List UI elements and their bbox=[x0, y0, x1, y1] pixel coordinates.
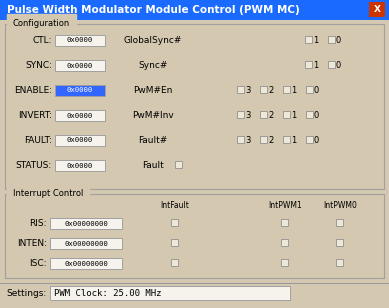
Text: PwM#Inv: PwM#Inv bbox=[132, 111, 174, 120]
Bar bbox=[306, 86, 313, 93]
Text: 0x00000000: 0x00000000 bbox=[64, 261, 108, 266]
Bar bbox=[55, 60, 105, 71]
Text: GlobalSync#: GlobalSync# bbox=[124, 36, 182, 45]
Text: 0: 0 bbox=[336, 61, 341, 70]
Text: CTL:: CTL: bbox=[33, 36, 52, 45]
Text: 1: 1 bbox=[313, 61, 318, 70]
Text: STATUS:: STATUS: bbox=[16, 161, 52, 170]
Text: 0: 0 bbox=[314, 136, 319, 145]
Text: PWM Clock: 25.00 MHz: PWM Clock: 25.00 MHz bbox=[54, 289, 161, 298]
Text: ISC:: ISC: bbox=[30, 259, 47, 268]
Text: 0x0000: 0x0000 bbox=[67, 38, 93, 43]
Text: 0x0000: 0x0000 bbox=[67, 87, 93, 94]
Text: 3: 3 bbox=[245, 86, 251, 95]
Text: RIS:: RIS: bbox=[30, 219, 47, 228]
Text: IntPWM0: IntPWM0 bbox=[323, 201, 357, 210]
Text: Interrupt Control: Interrupt Control bbox=[13, 189, 83, 198]
Text: INVERT:: INVERT: bbox=[18, 111, 52, 120]
Text: Settings:: Settings: bbox=[6, 289, 46, 298]
Bar bbox=[281, 259, 288, 266]
Bar bbox=[171, 219, 178, 226]
Bar bbox=[55, 85, 105, 96]
Bar bbox=[336, 219, 343, 226]
Bar bbox=[305, 36, 312, 43]
Text: SYNC:: SYNC: bbox=[25, 61, 52, 70]
Bar bbox=[328, 61, 335, 68]
Text: Fault: Fault bbox=[142, 161, 164, 170]
Bar bbox=[50, 218, 122, 229]
Text: 0x0000: 0x0000 bbox=[67, 137, 93, 144]
Bar bbox=[260, 136, 267, 143]
Text: 3: 3 bbox=[245, 111, 251, 120]
Text: 1: 1 bbox=[291, 111, 296, 120]
Text: Fault#: Fault# bbox=[138, 136, 168, 145]
Bar bbox=[0, 283, 389, 308]
Text: Pulse Width Modulator Module Control (PWM MC): Pulse Width Modulator Module Control (PW… bbox=[7, 5, 300, 15]
Text: IntFault: IntFault bbox=[161, 201, 189, 210]
Bar bbox=[237, 136, 244, 143]
Text: 2: 2 bbox=[268, 111, 273, 120]
Text: 0x00000000: 0x00000000 bbox=[64, 221, 108, 226]
Bar bbox=[283, 136, 290, 143]
Bar bbox=[55, 160, 105, 171]
Bar bbox=[55, 35, 105, 46]
Text: INTEN:: INTEN: bbox=[17, 239, 47, 248]
Text: 1: 1 bbox=[313, 36, 318, 45]
Bar bbox=[171, 239, 178, 246]
Text: 2: 2 bbox=[268, 86, 273, 95]
Bar bbox=[369, 2, 385, 17]
Bar bbox=[283, 86, 290, 93]
Text: X: X bbox=[373, 5, 380, 14]
Text: Sync#: Sync# bbox=[138, 61, 168, 70]
Text: 0x00000000: 0x00000000 bbox=[64, 241, 108, 246]
Bar bbox=[281, 239, 288, 246]
Bar bbox=[50, 286, 290, 300]
Bar bbox=[260, 86, 267, 93]
Bar bbox=[50, 238, 122, 249]
Bar bbox=[305, 61, 312, 68]
Bar bbox=[237, 111, 244, 118]
Text: Configuration: Configuration bbox=[13, 19, 70, 29]
Text: 0x0000: 0x0000 bbox=[67, 163, 93, 168]
Text: 1: 1 bbox=[291, 86, 296, 95]
Text: 2: 2 bbox=[268, 136, 273, 145]
Bar bbox=[175, 161, 182, 168]
Text: 0x0000: 0x0000 bbox=[67, 112, 93, 119]
Text: 3: 3 bbox=[245, 136, 251, 145]
Bar bbox=[283, 111, 290, 118]
Text: FAULT:: FAULT: bbox=[24, 136, 52, 145]
Bar bbox=[336, 239, 343, 246]
Bar bbox=[237, 86, 244, 93]
Bar bbox=[306, 111, 313, 118]
Bar bbox=[0, 283, 389, 284]
Bar bbox=[328, 36, 335, 43]
Bar bbox=[281, 219, 288, 226]
Bar bbox=[0, 0, 389, 20]
Text: 0: 0 bbox=[336, 36, 341, 45]
Text: 0: 0 bbox=[314, 111, 319, 120]
Bar bbox=[55, 135, 105, 146]
Text: 0x0000: 0x0000 bbox=[67, 63, 93, 68]
Text: ENABLE:: ENABLE: bbox=[14, 86, 52, 95]
Text: 1: 1 bbox=[291, 136, 296, 145]
Bar bbox=[336, 259, 343, 266]
Bar bbox=[306, 136, 313, 143]
Bar bbox=[55, 110, 105, 121]
Text: IntPWM1: IntPWM1 bbox=[268, 201, 302, 210]
Bar bbox=[50, 258, 122, 269]
Text: PwM#En: PwM#En bbox=[133, 86, 173, 95]
Text: 0: 0 bbox=[314, 86, 319, 95]
Bar bbox=[5, 24, 384, 189]
Bar bbox=[171, 259, 178, 266]
Bar bbox=[5, 194, 384, 278]
Bar bbox=[260, 111, 267, 118]
